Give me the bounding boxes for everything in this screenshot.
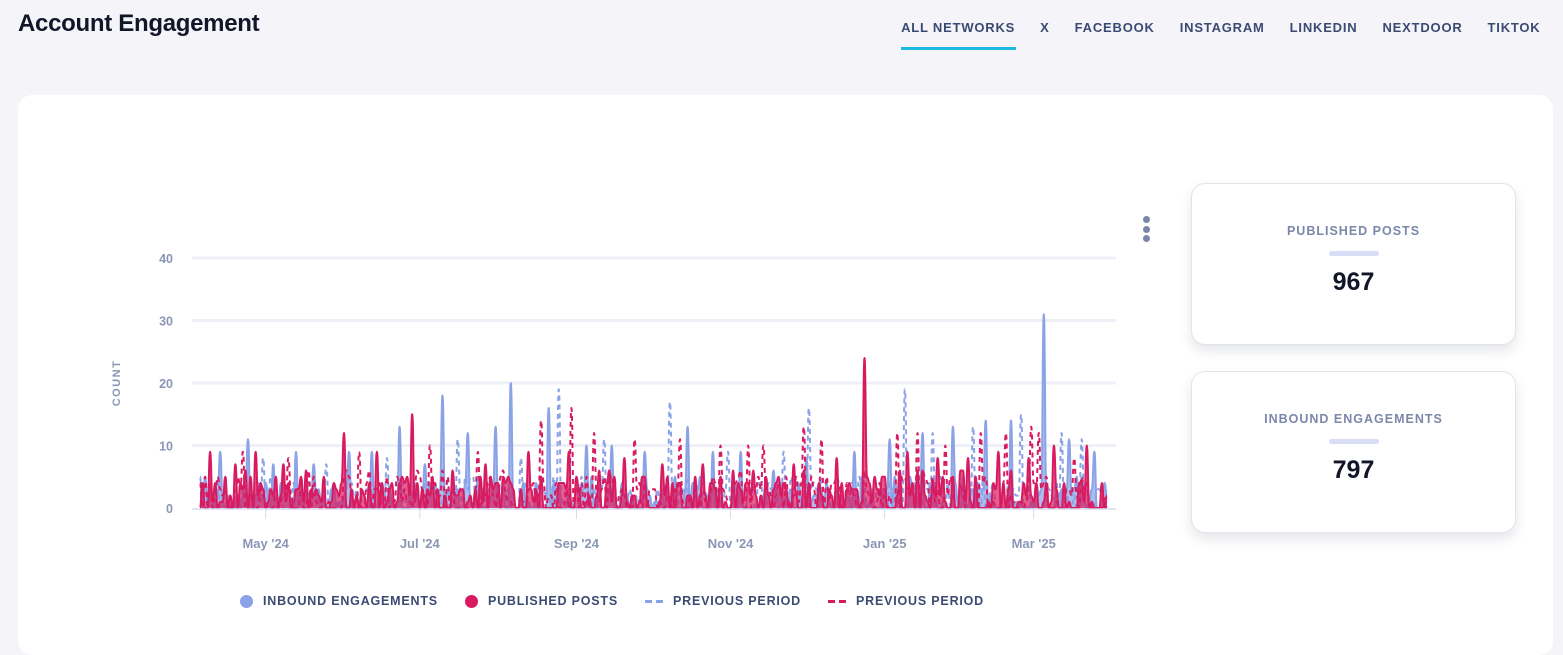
more-options-icon[interactable]: [1141, 216, 1151, 242]
series-area: [200, 358, 1107, 508]
series-inbound-engagements-0: [199, 313, 1108, 510]
legend-label: PREVIOUS PERIOD: [856, 594, 985, 608]
legend-inbound-engagements[interactable]: INBOUND ENGAGEMENTS: [240, 594, 438, 608]
y-tick-label: 30: [159, 315, 173, 329]
y-axis-ticks: 0 10 20 30 40: [159, 252, 173, 516]
inbound-engagements-card: INBOUND ENGAGEMENTS 797: [1191, 371, 1516, 533]
published-posts-label: PUBLISHED POSTS: [1286, 224, 1421, 238]
tab-instagram[interactable]: INSTAGRAM: [1179, 20, 1265, 35]
legend-label: PREVIOUS PERIOD: [673, 594, 802, 608]
engagement-chart: 0 10 20 30 40 COUNT May '24 Jul '24 Sep '24 Nov…: [111, 252, 1116, 551]
inbound-engagements-divider: [1328, 439, 1379, 444]
y-tick-label: 0: [166, 502, 173, 516]
x-tick-label: Jul '24: [400, 536, 441, 551]
published-dot-icon: [464, 594, 478, 608]
tab-all-networks[interactable]: ALL NETWORKS: [889, 20, 1028, 50]
page-title: Account Engagement: [18, 10, 260, 37]
series-line: [199, 313, 1108, 510]
x-tick-label: Mar '25: [1012, 536, 1056, 551]
y-tick-label: 40: [159, 252, 173, 266]
tab-linkedin[interactable]: LINKEDIN: [1289, 20, 1358, 35]
published-posts-card: PUBLISHED POSTS 967: [1191, 183, 1516, 345]
legend-previous-published[interactable]: PREVIOUS PERIOD: [828, 594, 984, 608]
published-posts-divider: [1328, 251, 1379, 256]
inbound-engagements-label: INBOUND ENGAGEMENTS: [1264, 412, 1443, 426]
x-tick-label: Nov '24: [708, 536, 754, 551]
dashed-line-icon: [645, 599, 666, 603]
chart-legend: INBOUND ENGAGEMENTS PUBLISHED POSTS PREV…: [240, 594, 1011, 608]
legend-label: PUBLISHED POSTS: [487, 594, 619, 608]
grid-lines: [192, 256, 1116, 447]
series-layer: [199, 313, 1108, 510]
tab-tiktok[interactable]: TIKTOK: [1487, 20, 1541, 35]
published-posts-value: 967: [1332, 268, 1375, 296]
series-published-posts-1: [199, 356, 1108, 510]
series-line: [199, 356, 1108, 510]
inbound-engagements-value: 797: [1332, 456, 1375, 484]
legend-previous-inbound[interactable]: PREVIOUS PERIOD: [645, 594, 801, 608]
legend-published-posts[interactable]: PUBLISHED POSTS: [464, 594, 619, 608]
tab-nextdoor[interactable]: NEXTDOOR: [1382, 20, 1463, 35]
x-axis-ticks: May '24 Jul '24 Sep '24 Nov '24 Jan '25 Mar '…: [242, 509, 1056, 551]
x-tick-label: Jan '25: [863, 536, 907, 551]
network-tabs: ALL NETWORKS X FACEBOOK INSTAGRAM LINKED…: [889, 20, 1553, 50]
legend-label: INBOUND ENGAGEMENTS: [263, 594, 438, 608]
dashed-line-icon: [828, 599, 849, 603]
y-tick-label: 20: [159, 377, 173, 391]
tab-x[interactable]: X: [1040, 20, 1050, 35]
x-tick-label: Sep '24: [554, 536, 600, 551]
series-area: [200, 314, 1107, 508]
y-axis-label: COUNT: [111, 360, 123, 407]
x-tick-label: May '24: [242, 536, 289, 551]
y-tick-label: 10: [159, 440, 173, 454]
tab-facebook[interactable]: FACEBOOK: [1074, 20, 1155, 35]
inbound-dot-icon: [240, 594, 253, 608]
